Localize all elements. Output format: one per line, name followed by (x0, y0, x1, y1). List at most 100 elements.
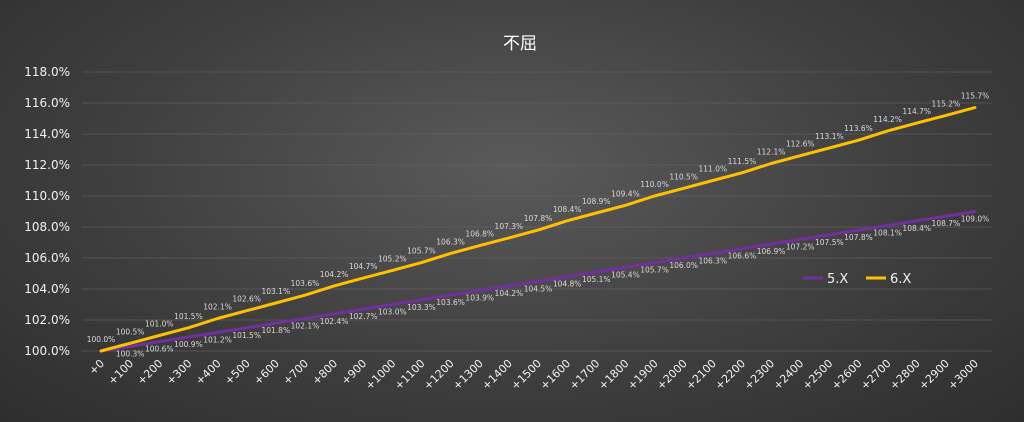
x-tick-label: +1100 (392, 357, 428, 393)
x-tick-label: +400 (193, 357, 224, 388)
data-label: 104.5% (524, 284, 553, 293)
legend: 5.X 6.X (803, 272, 911, 287)
series-line-6x (99, 106, 977, 353)
data-label: 100.0% (87, 335, 116, 344)
data-label: 107.8% (524, 214, 553, 223)
data-label: 115.7% (961, 92, 990, 101)
x-tick-label: +1000 (363, 357, 399, 393)
legend-label-6x: 6.X (890, 272, 911, 287)
data-label: 102.1% (291, 321, 320, 330)
data-label: 100.3% (116, 349, 145, 358)
data-label: 105.2% (378, 254, 407, 263)
data-label: 103.3% (407, 303, 436, 312)
x-tick-label: +2400 (771, 357, 807, 393)
y-axis-ticks: 100.0% 102.0% 104.0% 106.0% 108.0% 110.0% 112.… (24, 65, 70, 358)
data-label: 100.5% (116, 327, 145, 336)
data-label: 100.9% (174, 340, 203, 349)
data-label: 105.4% (611, 270, 640, 279)
data-label: 103.1% (261, 287, 290, 296)
data-label: 104.8% (553, 280, 582, 289)
data-labels: 100.3%100.6%100.9%101.2%101.5%101.8%102.… (87, 92, 990, 359)
x-tick-label: +1500 (509, 357, 545, 393)
data-label: 112.6% (786, 140, 815, 149)
x-tick-label: +300 (164, 357, 195, 388)
x-tick-label: +2700 (858, 357, 894, 393)
x-tick-label: +2800 (887, 357, 923, 393)
data-label: 109.4% (611, 189, 640, 198)
y-tick-label: 108.0% (24, 220, 70, 234)
y-tick-label: 118.0% (24, 65, 70, 79)
data-label: 101.5% (232, 331, 261, 340)
x-tick-label: +2200 (713, 357, 749, 393)
data-label: 107.8% (844, 233, 873, 242)
gridlines (82, 71, 992, 352)
data-label: 102.6% (232, 295, 261, 304)
y-tick-label: 116.0% (24, 96, 70, 110)
x-tick-label: +1600 (538, 357, 574, 393)
x-tick-label: +1900 (625, 357, 661, 393)
data-label: 113.6% (844, 124, 873, 133)
x-tick-label: +800 (310, 357, 341, 388)
data-label: 104.7% (349, 262, 378, 271)
y-tick-label: 114.0% (24, 127, 70, 141)
data-label: 105.1% (582, 275, 611, 284)
chart-title: 不屈 (503, 34, 537, 54)
x-tick-label: +1200 (421, 357, 457, 393)
data-label: 106.3% (698, 256, 727, 265)
data-label: 100.6% (145, 345, 174, 354)
x-tick-label: +2600 (829, 357, 865, 393)
x-axis-ticks: +0+100+200+300+400+500+600+700+800+900+1… (86, 357, 981, 393)
data-label: 102.7% (349, 312, 378, 321)
y-tick-label: 110.0% (24, 189, 70, 203)
data-label: 109.0% (961, 215, 990, 224)
data-label: 113.1% (815, 132, 844, 141)
legend-label-5x: 5.X (827, 272, 848, 287)
data-label: 108.1% (873, 228, 902, 237)
data-label: 107.2% (786, 242, 815, 251)
data-label: 108.4% (553, 205, 582, 214)
data-label: 106.8% (465, 230, 494, 239)
data-label: 103.6% (291, 279, 320, 288)
x-tick-label: +1300 (450, 357, 486, 393)
data-label: 106.0% (669, 261, 698, 270)
x-tick-label: +500 (222, 357, 253, 388)
data-label: 108.4% (902, 224, 931, 233)
data-label: 104.2% (495, 289, 524, 298)
data-label: 101.8% (261, 326, 290, 335)
x-tick-label: +2000 (654, 357, 690, 393)
data-label: 108.9% (582, 197, 611, 206)
x-tick-label: +0 (86, 357, 107, 378)
x-tick-label: +100 (106, 357, 137, 388)
y-tick-label: 100.0% (24, 344, 70, 358)
data-label: 115.2% (932, 99, 961, 108)
data-label: 111.0% (698, 165, 727, 174)
legend-item-5x: 5.X (803, 272, 848, 287)
x-tick-label: +2500 (800, 357, 836, 393)
series-line-5x (99, 210, 977, 353)
data-label: 102.4% (320, 317, 349, 326)
data-label: 107.3% (495, 222, 524, 231)
x-tick-label: +200 (135, 357, 166, 388)
x-tick-label: +1400 (479, 357, 515, 393)
data-label: 103.0% (378, 308, 407, 317)
data-label: 114.7% (902, 107, 931, 116)
data-label: 110.5% (669, 172, 698, 181)
data-label: 101.5% (174, 312, 203, 321)
data-label: 105.7% (640, 266, 669, 275)
data-label: 106.3% (436, 237, 465, 246)
x-tick-label: +1800 (596, 357, 632, 393)
legend-item-6x: 6.X (866, 272, 911, 287)
data-label: 101.2% (203, 335, 232, 344)
data-label: 103.9% (465, 294, 494, 303)
series-lines (99, 106, 977, 353)
data-label: 106.9% (757, 247, 786, 256)
x-tick-label: +700 (280, 357, 311, 388)
x-tick-label: +1700 (567, 357, 603, 393)
x-tick-label: +3000 (946, 357, 982, 393)
y-tick-label: 106.0% (24, 251, 70, 265)
x-tick-label: +2900 (916, 357, 952, 393)
data-label: 108.7% (932, 219, 961, 228)
y-tick-label: 112.0% (24, 158, 70, 172)
data-label: 102.1% (203, 302, 232, 311)
